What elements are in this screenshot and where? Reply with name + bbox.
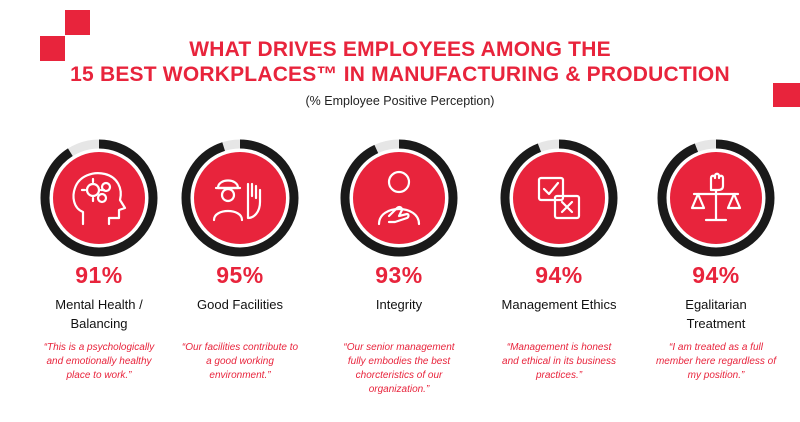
donut xyxy=(499,138,619,258)
quote-line: “This is a psychologically xyxy=(43,342,155,353)
quote-line: and emotionally healthy xyxy=(46,356,152,367)
donut-center xyxy=(513,152,605,244)
metric-label: Management Ethics xyxy=(484,295,634,339)
metric-column: 93% Integrity “Our senior management ful… xyxy=(324,138,474,397)
metric-label: Good Facilities xyxy=(165,295,315,339)
metric-column: 94% Management Ethics “Management is hon… xyxy=(484,138,634,383)
quote-line: practices.” xyxy=(535,370,583,381)
metric-label-line: Treatment xyxy=(686,316,746,331)
donut xyxy=(39,138,159,258)
metric-quote: “This is a psychologically and emotional… xyxy=(24,341,174,383)
quote-line: “I am treated as a full xyxy=(669,342,763,353)
metric-label-line: Mental Health / xyxy=(55,297,143,312)
metric-quote: “I am treated as a full member here rega… xyxy=(641,341,791,383)
metric-quote: “Management is honest and ethical in its… xyxy=(484,341,634,383)
decor-square xyxy=(40,36,65,61)
donut xyxy=(656,138,776,258)
chart-title: WHAT DRIVES EMPLOYEES AMONG THE 15 BEST … xyxy=(0,37,800,87)
metric-label-line: Integrity xyxy=(375,297,423,312)
quote-line: chorcteristics of our xyxy=(355,370,443,381)
metric-value: 94% xyxy=(692,262,740,288)
hand-on-heart-icon xyxy=(377,170,421,226)
checklist-icon xyxy=(537,176,581,220)
quote-line: fully embodies the best xyxy=(347,356,451,367)
metric-column: 95% Good Facilities “Our facilities cont… xyxy=(165,138,315,383)
donut-center xyxy=(353,152,445,244)
chart-subtitle: (% Employee Positive Perception) xyxy=(305,94,495,108)
metric-label: Integrity xyxy=(324,295,474,339)
donut xyxy=(339,138,459,258)
donut xyxy=(180,138,300,258)
quote-line: my position.” xyxy=(687,370,745,381)
head-gears-icon xyxy=(72,172,127,226)
quote-line: “Our facilities contribute to xyxy=(181,342,299,353)
metric-quote: “Our facilities contribute to a good wor… xyxy=(165,341,315,383)
metric-quote: “Our senior management fully embodies th… xyxy=(324,341,474,397)
worker-hand-icon xyxy=(212,179,262,222)
donut-center xyxy=(194,152,286,244)
metric-column: 94% Egalitarian Treatment “I am treated … xyxy=(641,138,791,383)
metric-label-line: Good Facilities xyxy=(197,297,283,312)
donut-arc xyxy=(500,139,618,257)
metric-value: 91% xyxy=(75,262,123,288)
quote-line: environment.” xyxy=(209,370,271,381)
metric-value: 95% xyxy=(216,262,264,288)
quote-line: organization.” xyxy=(368,384,430,395)
quote-line: a good working xyxy=(206,356,274,367)
chart-title-line2: 15 BEST WORKPLACES™ IN MANUFACTURING & P… xyxy=(70,63,730,86)
chart-title-line1: WHAT DRIVES EMPLOYEES AMONG THE xyxy=(189,38,611,61)
metric-label-line: Balancing xyxy=(70,316,128,331)
quote-line: and ethical in its business xyxy=(502,356,616,367)
quote-line: “Management is honest xyxy=(506,342,612,353)
metric-label-line: Egalitarian xyxy=(685,297,747,312)
donut-svg xyxy=(500,139,618,257)
quote-line: “Our senior management xyxy=(343,342,455,353)
quote-line: member here regardless of xyxy=(655,356,777,367)
donut-arc xyxy=(40,139,158,257)
donut-svg xyxy=(181,139,299,257)
metric-value: 94% xyxy=(535,262,583,288)
donut-arc xyxy=(340,139,458,257)
metric-label: Egalitarian Treatment xyxy=(641,295,791,339)
donut-arc xyxy=(657,139,775,257)
metric-column: 91% Mental Health / Balancing “This is a… xyxy=(24,138,174,383)
decor-square xyxy=(773,83,800,107)
donut-arc xyxy=(181,139,299,257)
decor-square xyxy=(65,10,90,35)
scales-fist-icon xyxy=(690,172,742,222)
metric-label: Mental Health / Balancing xyxy=(24,295,174,339)
donut-svg xyxy=(340,139,458,257)
metric-value: 93% xyxy=(375,262,423,288)
quote-line: place to work.” xyxy=(66,370,132,381)
metric-label-line: Management Ethics xyxy=(501,297,617,312)
